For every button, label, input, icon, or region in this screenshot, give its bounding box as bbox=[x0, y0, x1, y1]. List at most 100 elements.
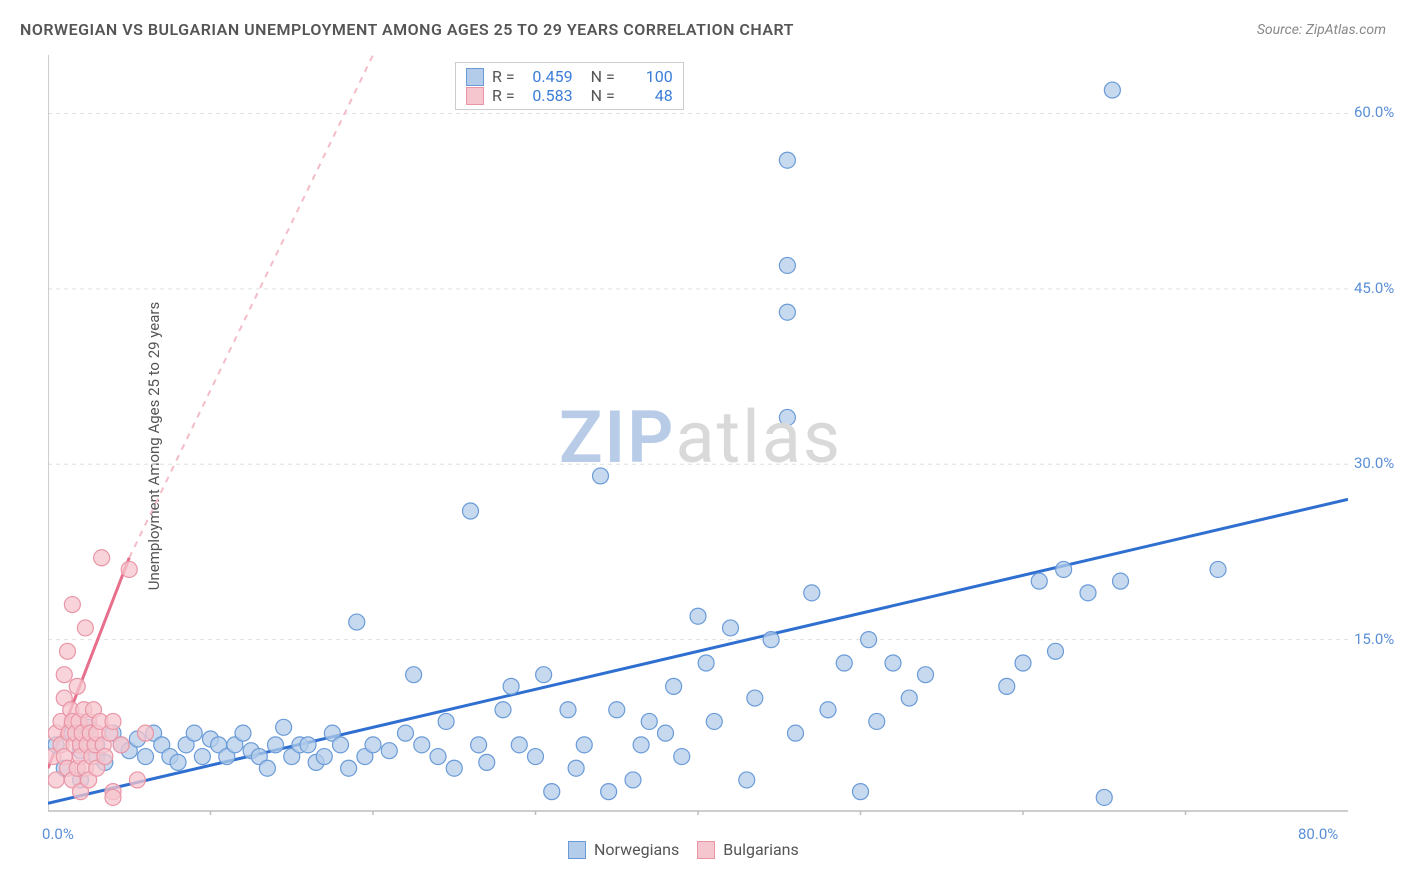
y-tick-label: 15.0% bbox=[1354, 630, 1394, 648]
plot-area bbox=[48, 55, 1348, 815]
point-bulgarians bbox=[121, 561, 137, 577]
point-norwegians bbox=[1104, 82, 1120, 98]
point-norwegians bbox=[853, 784, 869, 800]
point-norwegians bbox=[674, 749, 690, 765]
point-norwegians bbox=[471, 737, 487, 753]
point-norwegians bbox=[723, 620, 739, 636]
point-norwegians bbox=[398, 725, 414, 741]
chart-title: NORWEGIAN VS BULGARIAN UNEMPLOYMENT AMON… bbox=[20, 20, 794, 39]
point-norwegians bbox=[999, 678, 1015, 694]
point-norwegians bbox=[194, 749, 210, 765]
point-norwegians bbox=[381, 743, 397, 759]
point-norwegians bbox=[544, 784, 560, 800]
chart-canvas bbox=[48, 55, 1348, 815]
legend-item-bulgarians: Bulgarians bbox=[697, 840, 798, 859]
point-norwegians bbox=[779, 257, 795, 273]
point-bulgarians bbox=[69, 678, 85, 694]
point-norwegians bbox=[138, 749, 154, 765]
point-bulgarians bbox=[113, 737, 129, 753]
point-norwegians bbox=[779, 152, 795, 168]
point-bulgarians bbox=[56, 667, 72, 683]
point-norwegians bbox=[593, 468, 609, 484]
point-norwegians bbox=[1210, 561, 1226, 577]
point-norwegians bbox=[170, 754, 186, 770]
point-norwegians bbox=[568, 760, 584, 776]
point-norwegians bbox=[511, 737, 527, 753]
point-norwegians bbox=[406, 667, 422, 683]
point-norwegians bbox=[186, 725, 202, 741]
point-norwegians bbox=[503, 678, 519, 694]
stats-r-value: 0.459 bbox=[523, 67, 573, 86]
chart-header: NORWEGIAN VS BULGARIAN UNEMPLOYMENT AMON… bbox=[20, 20, 1386, 39]
point-norwegians bbox=[706, 713, 722, 729]
series-legend: Norwegians Bulgarians bbox=[568, 840, 799, 859]
stats-n-label: N = bbox=[591, 86, 615, 105]
point-norwegians bbox=[259, 760, 275, 776]
legend-label: Norwegians bbox=[594, 840, 679, 859]
point-norwegians bbox=[869, 713, 885, 729]
point-norwegians bbox=[414, 737, 430, 753]
y-tick-label: 60.0% bbox=[1354, 103, 1394, 121]
point-norwegians bbox=[633, 737, 649, 753]
point-norwegians bbox=[235, 725, 251, 741]
trend-line-norwegians bbox=[48, 499, 1348, 803]
point-norwegians bbox=[779, 409, 795, 425]
legend-label: Bulgarians bbox=[723, 840, 798, 859]
swatch-icon bbox=[466, 87, 484, 105]
point-norwegians bbox=[1096, 789, 1112, 805]
point-norwegians bbox=[861, 632, 877, 648]
point-norwegians bbox=[901, 690, 917, 706]
point-norwegians bbox=[820, 702, 836, 718]
swatch-icon bbox=[697, 841, 715, 859]
point-norwegians bbox=[341, 760, 357, 776]
point-norwegians bbox=[658, 725, 674, 741]
point-bulgarians bbox=[64, 597, 80, 613]
point-norwegians bbox=[495, 702, 511, 718]
point-norwegians bbox=[918, 667, 934, 683]
point-bulgarians bbox=[105, 789, 121, 805]
point-norwegians bbox=[438, 713, 454, 729]
point-norwegians bbox=[479, 754, 495, 770]
point-norwegians bbox=[641, 713, 657, 729]
point-bulgarians bbox=[129, 772, 145, 788]
point-norwegians bbox=[528, 749, 544, 765]
point-norwegians bbox=[779, 304, 795, 320]
swatch-icon bbox=[568, 841, 586, 859]
point-norwegians bbox=[1031, 573, 1047, 589]
stats-n-value: 100 bbox=[623, 67, 673, 86]
stats-n-label: N = bbox=[591, 67, 615, 86]
point-norwegians bbox=[276, 719, 292, 735]
point-norwegians bbox=[601, 784, 617, 800]
stats-n-value: 48 bbox=[623, 86, 673, 105]
point-norwegians bbox=[804, 585, 820, 601]
point-norwegians bbox=[1015, 655, 1031, 671]
point-norwegians bbox=[1048, 643, 1064, 659]
y-tick-label: 45.0% bbox=[1354, 279, 1394, 297]
point-norwegians bbox=[625, 772, 641, 788]
point-norwegians bbox=[1080, 585, 1096, 601]
point-norwegians bbox=[885, 655, 901, 671]
point-bulgarians bbox=[138, 725, 154, 741]
point-norwegians bbox=[739, 772, 755, 788]
point-norwegians bbox=[690, 608, 706, 624]
y-tick-label: 30.0% bbox=[1354, 454, 1394, 472]
trend-dash-bulgarians bbox=[129, 55, 373, 558]
swatch-icon bbox=[466, 68, 484, 86]
point-norwegians bbox=[747, 690, 763, 706]
point-norwegians bbox=[1056, 561, 1072, 577]
x-tick-label: 0.0% bbox=[42, 825, 74, 843]
stats-row-bulgarians: R = 0.583 N = 48 bbox=[466, 86, 673, 105]
stats-r-value: 0.583 bbox=[523, 86, 573, 105]
point-bulgarians bbox=[60, 643, 76, 659]
chart-source: Source: ZipAtlas.com bbox=[1257, 22, 1386, 38]
point-norwegians bbox=[698, 655, 714, 671]
point-norwegians bbox=[788, 725, 804, 741]
point-norwegians bbox=[430, 749, 446, 765]
point-norwegians bbox=[666, 678, 682, 694]
point-norwegians bbox=[316, 749, 332, 765]
x-tick-label: 80.0% bbox=[1298, 825, 1338, 843]
stats-row-norwegians: R =0.459N =100 bbox=[466, 67, 673, 86]
point-norwegians bbox=[560, 702, 576, 718]
point-norwegians bbox=[446, 760, 462, 776]
stats-r-label: R = bbox=[492, 86, 515, 105]
